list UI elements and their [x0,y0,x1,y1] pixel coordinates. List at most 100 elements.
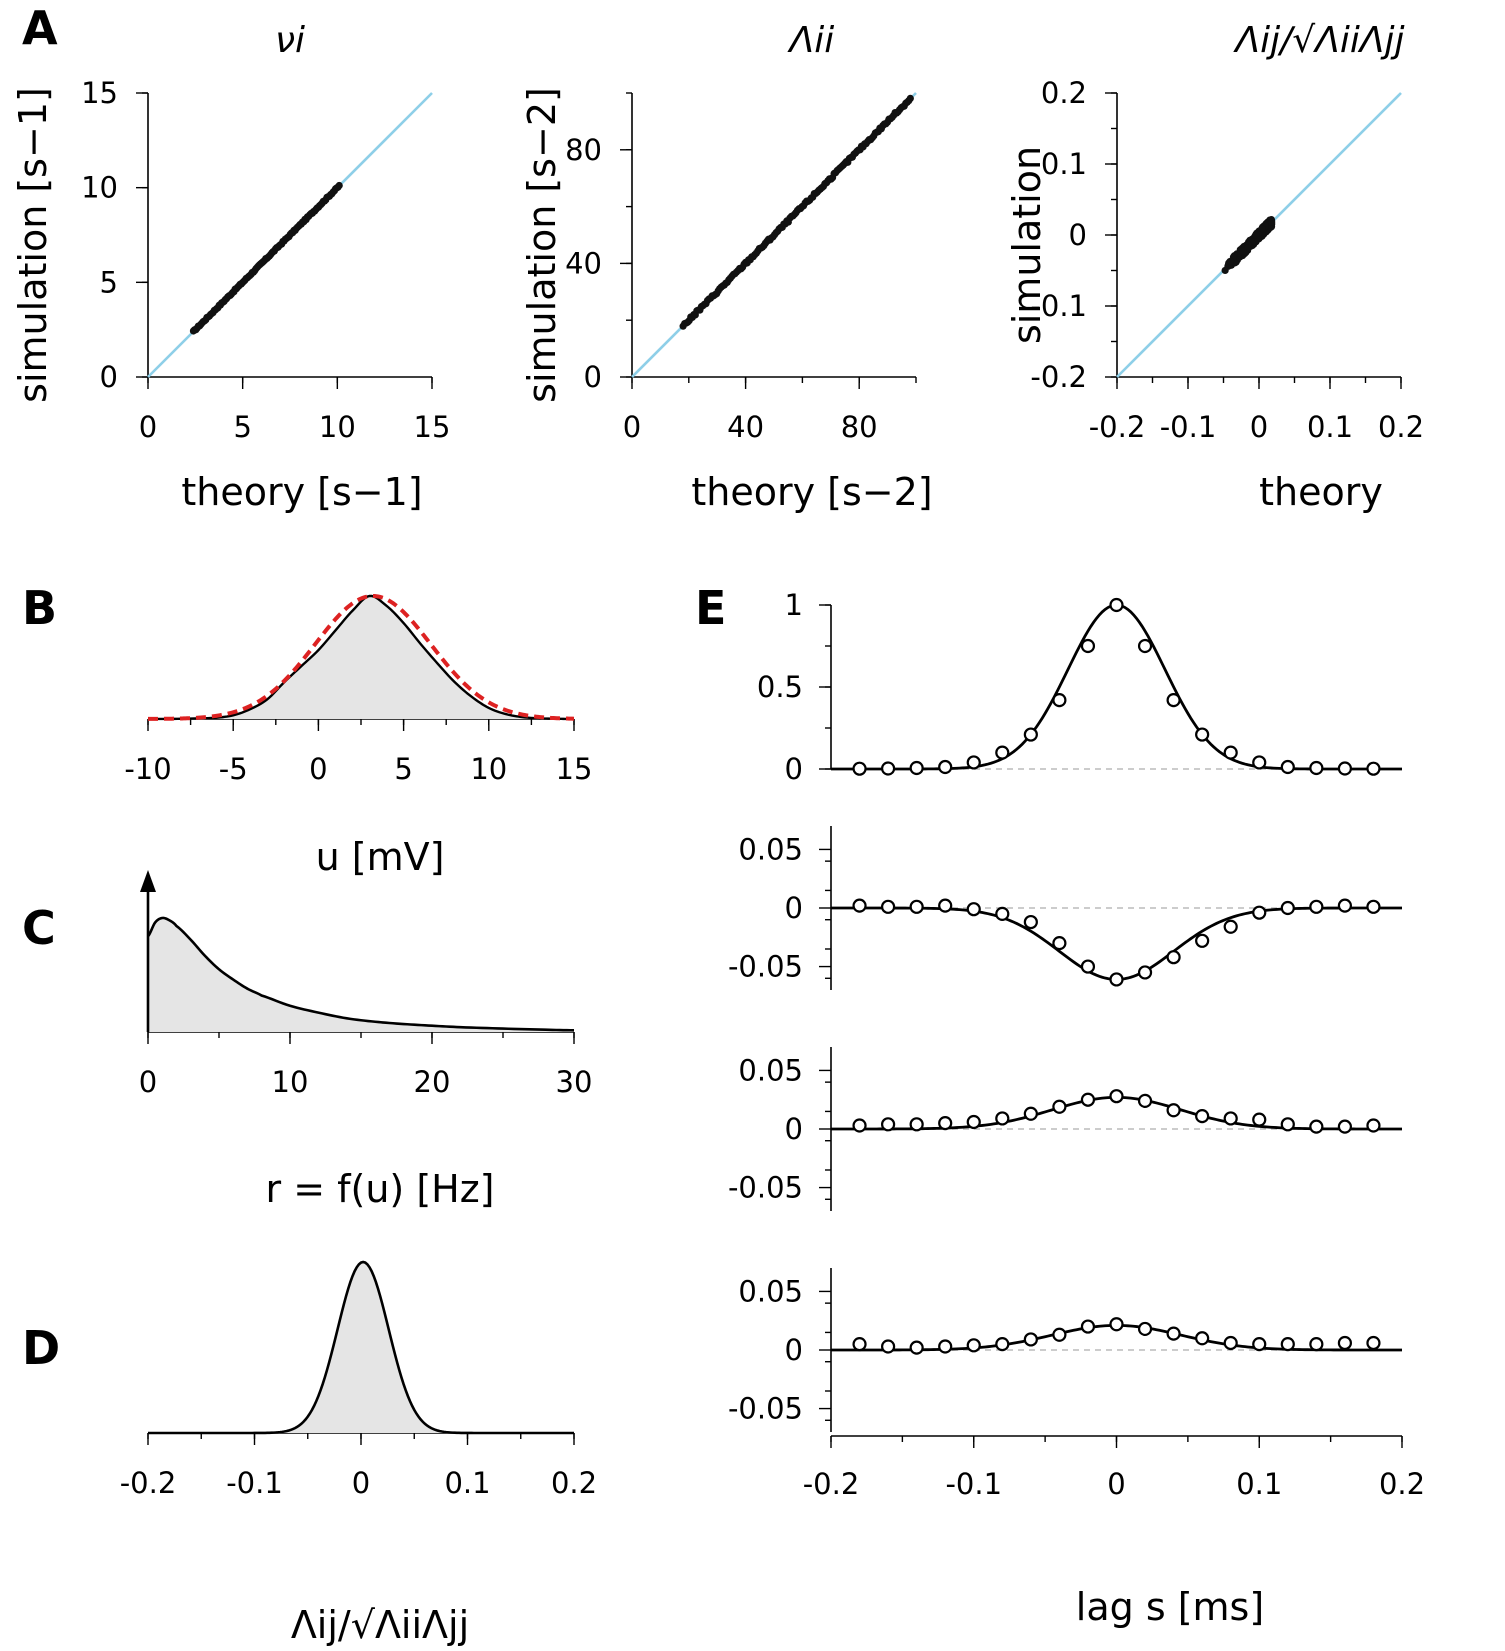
panel-a3-xlabel: theory [1259,470,1383,514]
simulation-marker [1023,1332,1038,1347]
panel-a1-xlabel: theory [s−1] [181,470,422,514]
simulation-marker [1223,1335,1238,1351]
correlation-density-fill [148,1262,574,1433]
y-tick-label: 1 [785,588,803,622]
simulation-marker [1023,727,1038,742]
x-tick-label: 0 [1250,410,1268,444]
y-tick-label: 10 [81,171,118,205]
y-tick-label: 0.05 [738,1053,803,1087]
x-tick-label: 10 [319,410,356,444]
simulation-marker [1166,950,1181,965]
panel-e2-plot: 0.05 0 -0.05 [728,826,1402,990]
x-tick-label: -10 [124,752,171,786]
simulation-marker [995,1111,1010,1126]
simulation-marker [1109,972,1124,987]
simulation-marker [852,761,867,776]
y-tick-label: 0 [785,891,803,925]
scatter-point [1258,225,1266,233]
scatter-point [1226,257,1235,265]
panel-letter-d: D [22,1321,60,1375]
simulation-marker [1252,1337,1267,1352]
scatter-point [335,181,343,190]
x-tick-label: -5 [219,752,248,786]
y-tick-label: 0 [1069,218,1087,252]
simulation-marker [1366,1335,1381,1351]
simulation-marker [1309,760,1324,776]
x-tick-label: 10 [470,752,507,786]
y-tick-label: -0.1 [1030,289,1087,323]
simulation-marker [1080,1092,1096,1107]
simulation-marker [1280,900,1295,916]
simulation-marker [1280,759,1295,775]
x-tick-label: 40 [727,410,764,444]
simulation-marker [852,898,867,913]
simulation-marker [938,1339,953,1354]
x-tick-label: 20 [414,1065,451,1099]
simulation-marker [1052,1327,1067,1342]
panel-e1-plot: 00.51 [757,588,1402,786]
y-tick-label: 0.2 [1041,76,1087,110]
simulation-marker [1252,905,1267,920]
simulation-marker [938,898,953,913]
gaussian-fit-curve [148,593,575,721]
simulation-marker [1109,1317,1124,1332]
simulation-marker [1337,1335,1353,1351]
simulation-marker [966,902,981,917]
y-tick-label: 0.05 [738,1274,803,1308]
panel-d-xlabel: Λij/√ΛiiΛjj [291,1603,469,1647]
simulation-marker [1023,1106,1038,1121]
simulation-marker [1195,1331,1210,1346]
simulation-marker [909,899,924,914]
correlation-density-curve [148,1260,574,1435]
panel-e4-plot: 0.05 0 -0.05 -0.2 -0.1 0 0.1 0.2 [728,1268,1425,1501]
simulation-marker [852,1118,867,1133]
y-tick-label: -0.2 [1030,360,1087,394]
x-tick-label: -0.2 [120,1466,177,1500]
histogram-curve [147,594,575,721]
y-tick-label: 0 [785,1112,803,1146]
simulation-marker [1137,965,1153,980]
x-tick-label: 10 [272,1065,309,1099]
simulation-marker [1252,755,1267,770]
simulation-marker [1080,1319,1096,1334]
y-tick-label: 40 [565,246,602,280]
simulation-marker [880,1117,896,1132]
simulation-marker [1109,1089,1124,1104]
simulation-marker [1223,745,1238,760]
x-tick-label: 0 [352,1466,370,1500]
y-tick-label: -0.05 [728,950,803,984]
x-tick-label: 0.1 [1307,410,1353,444]
simulation-marker [1080,959,1096,974]
panel-a2-title: Λii [787,20,835,61]
x-tick-label: -0.1 [1160,410,1217,444]
simulation-marker [1052,693,1067,708]
delta-arrow-head [140,870,156,892]
y-tick-label: 0 [100,360,118,394]
simulation-marker [966,1338,981,1353]
x-tick-label: 0.2 [1378,410,1424,444]
simulation-marker [1223,1111,1238,1126]
y-tick-label: 0.05 [738,832,803,866]
panel-a2-plot: 0 40 80 0 40 80 [565,92,917,444]
panel-a3-ylabel: simulation [1005,146,1049,344]
x-tick-label: 30 [556,1065,593,1099]
y-tick-label: 5 [100,265,118,299]
y-tick-label: 0 [584,360,602,394]
simulation-marker [1195,727,1210,742]
simulation-marker [1166,1326,1181,1341]
simulation-marker [1137,638,1153,654]
x-tick-label: 5 [233,410,251,444]
simulation-marker [1023,914,1038,930]
simulation-marker [938,759,953,775]
simulation-marker [1366,899,1381,914]
simulation-marker [995,906,1010,921]
panel-b-xlabel: u [mV] [316,835,445,879]
rate-density-curve [146,916,575,1032]
simulation-marker [1166,1103,1181,1118]
x-tick-label: 0.1 [1236,1467,1282,1501]
scatter-point [1239,247,1247,255]
simulation-marker [1166,693,1181,708]
simulation-marker [1137,1321,1153,1337]
simulation-marker [1366,761,1381,776]
simulation-marker [1195,933,1210,948]
